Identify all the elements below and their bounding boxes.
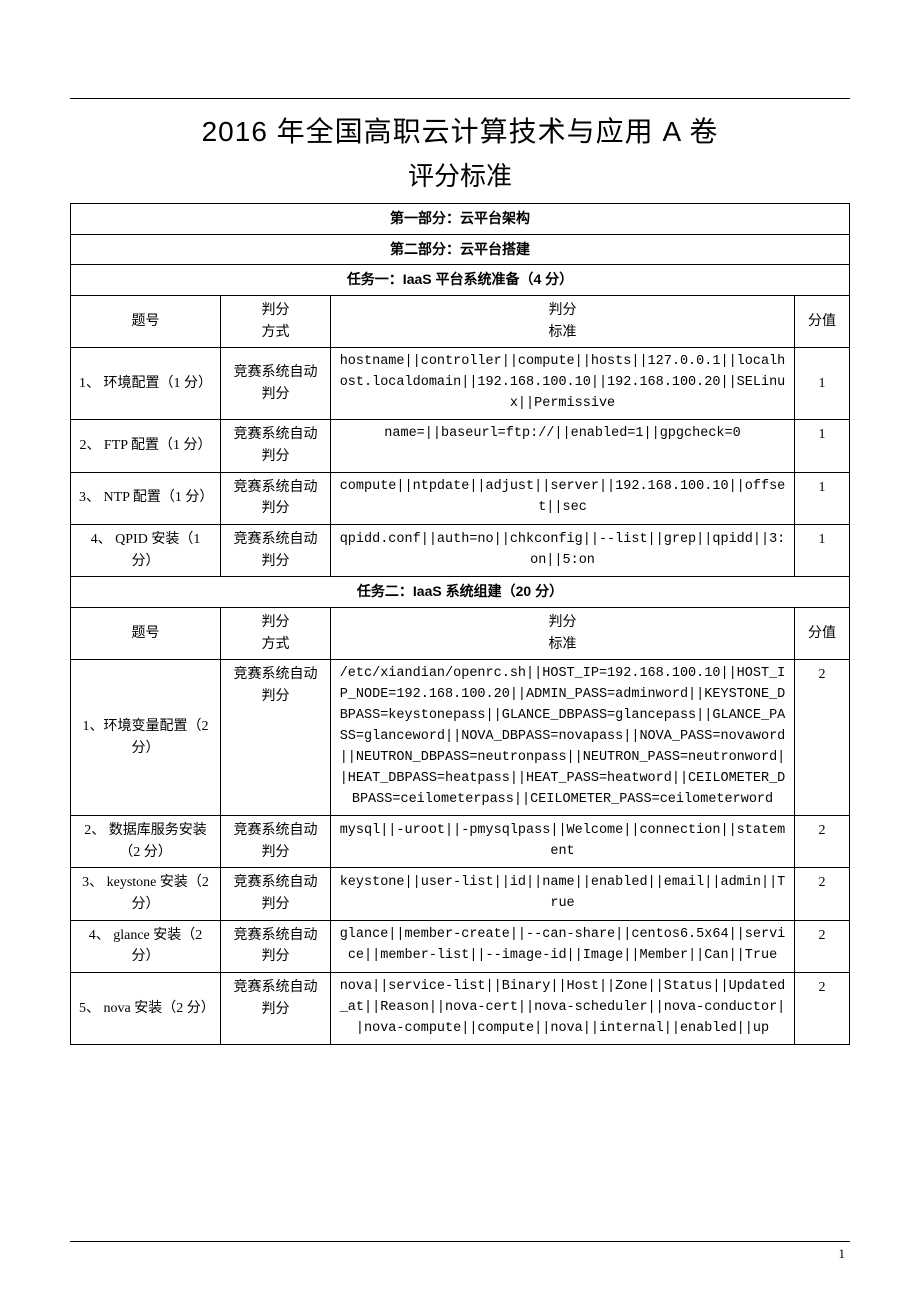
points-cell: 2 [795, 660, 850, 815]
standard-cell: glance||member-create||--can-share||cent… [331, 920, 795, 972]
question-cell: 3、 keystone 安装（2 分） [71, 868, 221, 920]
task2-header: 任务二：IaaS 系统组建（20 分） [71, 577, 850, 608]
points-cell: 2 [795, 868, 850, 920]
header-standard: 判分 标准 [331, 608, 795, 660]
method-cell: 竞赛系统自动判分 [221, 348, 331, 420]
header-method-l2: 方式 [262, 637, 290, 652]
question-cell: 2、 FTP 配置（1 分） [71, 420, 221, 472]
column-header-row-1: 题号 判分 方式 判分 标准 分值 [71, 296, 850, 348]
table-row: 1、 环境配置（1 分） 竞赛系统自动判分 hostname||controll… [71, 348, 850, 420]
header-method-l2: 方式 [262, 325, 290, 340]
part1-header: 第一部分：云平台架构 [71, 204, 850, 235]
table-row: 4、 QPID 安装（1 分） 竞赛系统自动判分 qpidd.conf||aut… [71, 524, 850, 576]
section-row-task2: 任务二：IaaS 系统组建（20 分） [71, 577, 850, 608]
method-cell: 竞赛系统自动判分 [221, 972, 331, 1044]
points-cell: 2 [795, 972, 850, 1044]
question-cell: 4、 glance 安装（2 分） [71, 920, 221, 972]
header-method-l1: 判分 [262, 615, 290, 630]
method-cell: 竞赛系统自动判分 [221, 815, 331, 867]
points-cell: 1 [795, 348, 850, 420]
header-standard-l2: 标准 [549, 325, 577, 340]
method-cell: 竞赛系统自动判分 [221, 524, 331, 576]
method-cell: 竞赛系统自动判分 [221, 472, 331, 524]
grading-table: 第一部分：云平台架构 第二部分：云平台搭建 任务一：IaaS 平台系统准备（4 … [70, 203, 850, 1045]
header-points: 分值 [795, 296, 850, 348]
standard-cell: name=||baseurl=ftp://||enabled=1||gpgche… [331, 420, 795, 472]
question-cell: 2、 数据库服务安装（2 分） [71, 815, 221, 867]
method-cell: 竞赛系统自动判分 [221, 660, 331, 815]
table-row: 2、 数据库服务安装（2 分） 竞赛系统自动判分 mysql||-uroot||… [71, 815, 850, 867]
question-cell: 4、 QPID 安装（1 分） [71, 524, 221, 576]
table-row: 1、环境变量配置（2 分） 竞赛系统自动判分 /etc/xiandian/ope… [71, 660, 850, 815]
question-cell: 5、 nova 安装（2 分） [71, 972, 221, 1044]
question-cell: 3、 NTP 配置（1 分） [71, 472, 221, 524]
table-row: 3、 keystone 安装（2 分） 竞赛系统自动判分 keystone||u… [71, 868, 850, 920]
standard-cell: hostname||controller||compute||hosts||12… [331, 348, 795, 420]
header-rule [70, 98, 850, 99]
standard-cell: compute||ntpdate||adjust||server||192.16… [331, 472, 795, 524]
standard-cell: /etc/xiandian/openrc.sh||HOST_IP=192.168… [331, 660, 795, 815]
table-row: 4、 glance 安装（2 分） 竞赛系统自动判分 glance||membe… [71, 920, 850, 972]
header-question: 题号 [71, 608, 221, 660]
table-body: 第一部分：云平台架构 第二部分：云平台搭建 任务一：IaaS 平台系统准备（4 … [71, 204, 850, 1045]
document-title: 2016 年全国高职云计算技术与应用 A 卷 [70, 110, 850, 150]
standard-cell: keystone||user-list||id||name||enabled||… [331, 868, 795, 920]
section-row-part2: 第二部分：云平台搭建 [71, 234, 850, 265]
question-cell: 1、环境变量配置（2 分） [71, 660, 221, 815]
header-points: 分值 [795, 608, 850, 660]
header-method: 判分 方式 [221, 608, 331, 660]
page-number: 1 [839, 1246, 846, 1262]
points-cell: 2 [795, 815, 850, 867]
method-cell: 竞赛系统自动判分 [221, 920, 331, 972]
page-container: 2016 年全国高职云计算技术与应用 A 卷 评分标准 第一部分：云平台架构 第… [0, 0, 920, 1302]
points-cell: 1 [795, 472, 850, 524]
header-question: 题号 [71, 296, 221, 348]
header-method-l1: 判分 [262, 303, 290, 318]
points-cell: 1 [795, 420, 850, 472]
section-row-task1: 任务一：IaaS 平台系统准备（4 分） [71, 265, 850, 296]
header-standard-l1: 判分 [549, 303, 577, 318]
method-cell: 竞赛系统自动判分 [221, 868, 331, 920]
section-row-part1: 第一部分：云平台架构 [71, 204, 850, 235]
header-method: 判分 方式 [221, 296, 331, 348]
part2-header: 第二部分：云平台搭建 [71, 234, 850, 265]
question-cell: 1、 环境配置（1 分） [71, 348, 221, 420]
standard-cell: nova||service-list||Binary||Host||Zone||… [331, 972, 795, 1044]
table-row: 5、 nova 安装（2 分） 竞赛系统自动判分 nova||service-l… [71, 972, 850, 1044]
header-standard-l1: 判分 [549, 615, 577, 630]
method-cell: 竞赛系统自动判分 [221, 420, 331, 472]
header-standard-l2: 标准 [549, 637, 577, 652]
table-row: 2、 FTP 配置（1 分） 竞赛系统自动判分 name=||baseurl=f… [71, 420, 850, 472]
points-cell: 2 [795, 920, 850, 972]
column-header-row-2: 题号 判分 方式 判分 标准 分值 [71, 608, 850, 660]
points-cell: 1 [795, 524, 850, 576]
document-subtitle: 评分标准 [70, 156, 850, 193]
header-standard: 判分 标准 [331, 296, 795, 348]
footer-rule [70, 1241, 850, 1242]
task1-header: 任务一：IaaS 平台系统准备（4 分） [71, 265, 850, 296]
standard-cell: qpidd.conf||auth=no||chkconfig||--list||… [331, 524, 795, 576]
table-row: 3、 NTP 配置（1 分） 竞赛系统自动判分 compute||ntpdate… [71, 472, 850, 524]
standard-cell: mysql||-uroot||-pmysqlpass||Welcome||con… [331, 815, 795, 867]
